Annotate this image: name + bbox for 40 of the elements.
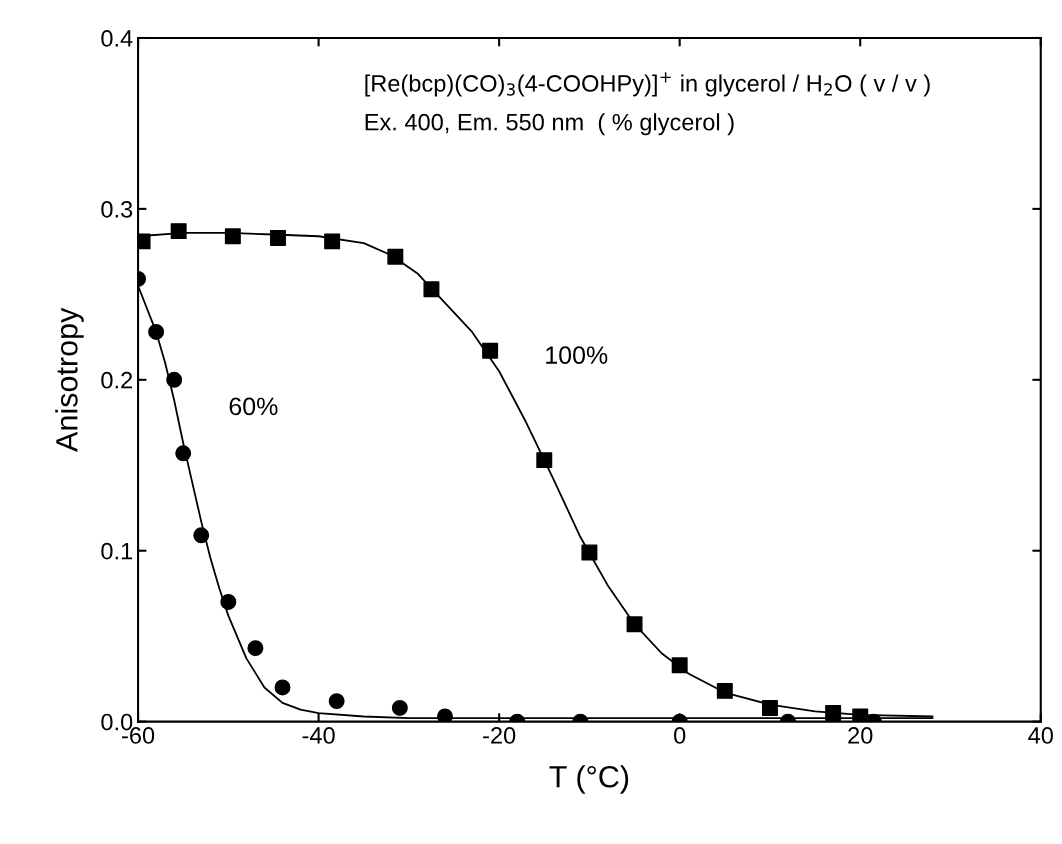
point (247, 640, 264, 657)
point (175, 445, 192, 462)
point (148, 323, 165, 340)
point (581, 544, 598, 561)
annotation: 100% (546, 346, 608, 364)
point (391, 699, 408, 716)
y-tick-label: 0.2 (101, 371, 133, 389)
point (436, 708, 453, 722)
point (328, 693, 345, 710)
y-tick-label: 0.1 (101, 542, 133, 560)
point (671, 657, 688, 674)
point (536, 452, 553, 469)
annotation: 60% (229, 397, 278, 416)
x-tick-label: -20 (483, 727, 516, 744)
point (423, 281, 440, 298)
point (166, 371, 183, 388)
point (170, 223, 187, 240)
point (852, 708, 869, 722)
point (324, 233, 341, 250)
point (387, 248, 404, 265)
y-tick-label: 0.4 (101, 30, 133, 47)
y-tick-label: 0.3 (101, 200, 133, 218)
x-tick-label: -40 (302, 727, 335, 744)
point (482, 342, 499, 359)
point (274, 679, 291, 696)
x-axis-title: T (°C) (549, 765, 629, 794)
point (825, 705, 842, 722)
x-tick-label: 40 (1028, 727, 1053, 744)
point (716, 682, 733, 699)
x-tick-label: 20 (848, 727, 873, 744)
x-tick-label: 0 (674, 727, 686, 744)
y-axis-title: Anisotropy (55, 307, 84, 452)
point (626, 616, 643, 633)
point (224, 228, 241, 245)
point (193, 527, 210, 544)
point (270, 229, 286, 246)
point (761, 699, 778, 716)
annotation: Ex. 400, Em. 550 nm ( % glycerol ) (365, 113, 734, 136)
point (220, 594, 237, 610)
annotation: [Re(bcp)(CO)$_{3}$(4-COOHPy)]$^{+}$ in glycerol / H$_{2}$O ( v / v ) (365, 72, 930, 97)
